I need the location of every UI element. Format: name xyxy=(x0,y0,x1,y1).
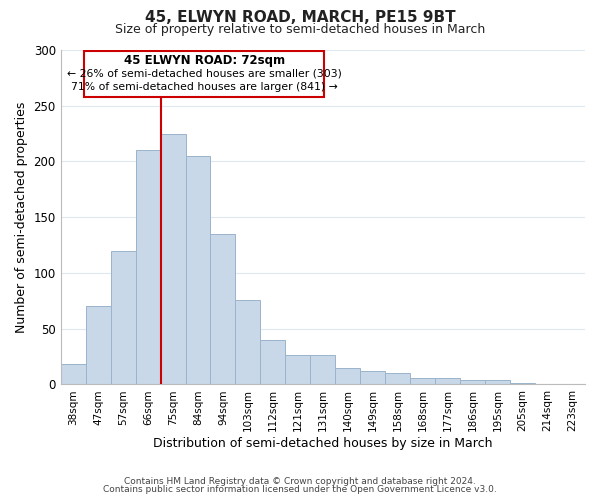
Bar xyxy=(385,374,410,384)
Text: Contains HM Land Registry data © Crown copyright and database right 2024.: Contains HM Land Registry data © Crown c… xyxy=(124,477,476,486)
Bar xyxy=(335,368,360,384)
Bar xyxy=(360,371,385,384)
Bar xyxy=(211,234,235,384)
Text: Contains public sector information licensed under the Open Government Licence v3: Contains public sector information licen… xyxy=(103,485,497,494)
Bar xyxy=(136,150,161,384)
Y-axis label: Number of semi-detached properties: Number of semi-detached properties xyxy=(15,102,28,333)
Text: Size of property relative to semi-detached houses in March: Size of property relative to semi-detach… xyxy=(115,22,485,36)
Bar xyxy=(235,300,260,384)
Bar xyxy=(85,51,324,97)
Bar xyxy=(61,364,86,384)
Bar xyxy=(86,306,110,384)
Bar xyxy=(310,356,335,384)
Bar xyxy=(185,156,211,384)
Bar xyxy=(410,378,435,384)
Bar xyxy=(110,250,136,384)
Bar xyxy=(260,340,286,384)
Bar xyxy=(485,380,510,384)
Text: 71% of semi-detached houses are larger (841) →: 71% of semi-detached houses are larger (… xyxy=(71,82,338,92)
Bar xyxy=(460,380,485,384)
Text: 45 ELWYN ROAD: 72sqm: 45 ELWYN ROAD: 72sqm xyxy=(124,54,285,68)
X-axis label: Distribution of semi-detached houses by size in March: Distribution of semi-detached houses by … xyxy=(153,437,493,450)
Text: 45, ELWYN ROAD, MARCH, PE15 9BT: 45, ELWYN ROAD, MARCH, PE15 9BT xyxy=(145,10,455,25)
Bar xyxy=(435,378,460,384)
Bar xyxy=(286,356,310,384)
Text: ← 26% of semi-detached houses are smaller (303): ← 26% of semi-detached houses are smalle… xyxy=(67,69,341,79)
Bar xyxy=(161,134,185,384)
